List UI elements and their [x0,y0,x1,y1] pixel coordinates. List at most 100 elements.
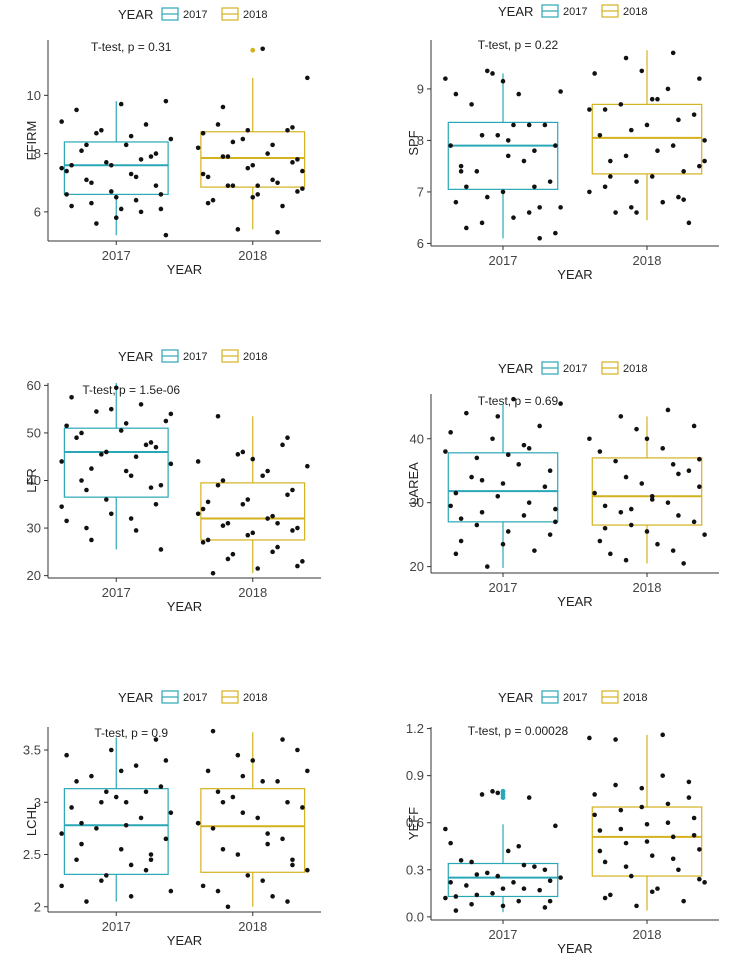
data-point [479,478,485,483]
chart-panel-spf: 6 7 8 9 2017 2018 YEAR SPF YEAR 2017 2018 T-test, p… [406,4,719,282]
data-point [608,892,613,898]
data-point [265,151,270,156]
data-point [443,76,448,81]
data-point [79,478,84,483]
data-point [691,815,697,821]
data-point [655,148,660,154]
data-point [634,426,639,432]
data-point [532,864,537,869]
data-point [644,821,650,827]
data-point [215,888,221,894]
data-point [634,179,639,184]
data-point [453,490,459,496]
data-point [697,163,702,169]
data-point [495,790,501,796]
data-point [220,478,226,483]
data-point [250,162,256,168]
data-point [500,481,506,486]
data-point [623,474,629,480]
data-point [532,548,537,553]
y-tick-label: 3 [34,795,41,810]
data-point [255,183,261,188]
data-point [255,566,261,571]
data-point [104,873,109,878]
data-point [168,888,174,894]
data-point [448,880,453,885]
data-point [295,525,300,531]
data-point [225,154,231,159]
data-point [200,540,206,545]
data-point [280,737,285,742]
data-point [59,504,64,509]
data-point [225,556,231,562]
y-tick-label: 8 [34,146,41,161]
data-point [602,107,608,112]
y-tick-label: 2 [34,899,41,914]
data-point [686,220,692,226]
box-2017 [63,383,169,550]
data-point [128,473,134,479]
data-point [558,401,563,406]
data-point [516,843,522,849]
data-point [587,735,592,741]
data-point [99,878,104,883]
data-point [260,46,265,52]
data-point [200,506,206,512]
data-point [300,168,305,174]
data-point [195,820,201,826]
data-point [285,492,290,498]
data-point [681,561,686,566]
data-point [295,189,300,194]
data-point [275,544,280,550]
data-point [592,490,597,496]
data-point [479,509,485,515]
box-iqr [447,121,559,190]
data-point [676,867,681,873]
data-point [290,857,295,863]
data-point [265,516,270,521]
data-point [681,197,686,202]
data-point [113,215,119,220]
data-point [84,525,89,531]
legend-title: YEAR [118,7,153,22]
data-point [195,145,201,151]
data-point [505,153,511,159]
y-tick-label: 2.5 [23,847,41,862]
data-point [235,752,241,758]
x-tick-label: 2018 [633,580,662,595]
data-point [74,435,79,440]
data-point [148,154,154,159]
data-point [225,183,231,188]
data-point [691,519,697,525]
data-point [521,513,527,518]
data-point [108,406,114,412]
data-point [495,132,501,138]
data-point [644,529,650,534]
data-point [280,442,285,448]
data-point [469,902,474,907]
box-iqr [63,788,169,875]
legend-label-2017: 2017 [563,6,587,18]
data-point [260,473,265,479]
data-point [490,789,495,794]
data-point [69,394,74,400]
data-point [205,537,211,543]
data-point [235,227,241,232]
data-point [275,779,280,784]
legend-title: YEAR [118,349,153,364]
data-point [275,180,280,186]
data-point [613,458,618,464]
y-axis-title: YEFF [406,807,421,840]
data-point [118,206,124,212]
data-point [118,768,124,774]
data-point [143,867,149,873]
data-point [104,497,109,502]
data-point [108,162,114,168]
y-tick-label: 30 [27,521,41,536]
data-point [240,501,246,507]
data-point [84,487,89,493]
data-point [697,847,702,852]
data-point [484,564,490,569]
data-point [133,174,139,180]
legend-label-2018: 2018 [243,692,267,704]
